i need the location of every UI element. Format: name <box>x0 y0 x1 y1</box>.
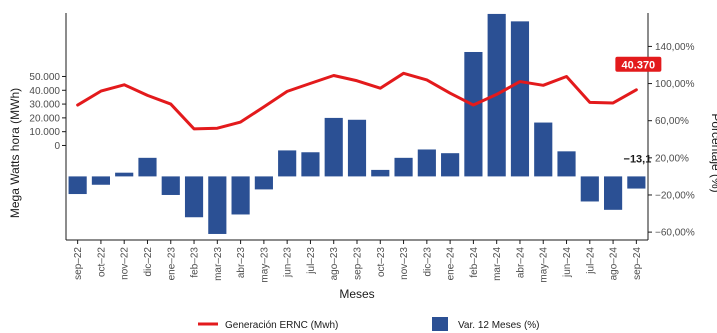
bar <box>278 150 297 177</box>
bar <box>138 157 157 177</box>
bar <box>208 176 227 234</box>
x-tick-label: jul–23 <box>306 247 317 275</box>
left-tick-label: 10.000 <box>29 127 60 138</box>
x-tick-label: ago–23 <box>329 247 340 281</box>
x-tick-label: mar–24 <box>492 247 503 281</box>
x-tick-label: dic–22 <box>143 247 154 277</box>
legend-bar-swatch <box>432 317 448 331</box>
x-tick-label: jun–24 <box>562 247 573 278</box>
left-tick-label: 0 <box>54 141 60 152</box>
bar <box>161 176 180 195</box>
bar-series <box>68 13 646 234</box>
bar <box>557 151 576 177</box>
last-line-value-label: 40.370 <box>622 59 656 71</box>
annotations: 40.370 −13,1 <box>615 56 662 166</box>
x-tick-label: sep–22 <box>73 247 84 280</box>
bar <box>417 149 436 177</box>
left-tick-label: 30.000 <box>29 100 60 111</box>
bar <box>464 51 483 177</box>
x-tick-label: may–23 <box>259 247 270 283</box>
bar <box>68 176 87 195</box>
bar <box>627 176 646 189</box>
right-tick-label: 20,00% <box>655 153 689 164</box>
right-tick-label: −60,00% <box>655 228 695 239</box>
x-tick-label: sep–23 <box>353 247 364 280</box>
right-tick-label: 100,00% <box>655 79 695 90</box>
bar <box>254 176 273 190</box>
bar <box>301 152 320 177</box>
bar <box>510 21 530 177</box>
right-axis: −60,00% −20,00% 20,00% 60,00% 100,00% 140,00% <box>648 42 695 239</box>
x-tick-label: oct–22 <box>96 247 107 277</box>
left-tick-label: 40.000 <box>29 86 60 97</box>
bar <box>534 122 553 177</box>
line-series <box>76 71 638 131</box>
x-tick-label: feb–24 <box>469 247 480 278</box>
right-tick-label: 140,00% <box>655 42 695 53</box>
left-axis: 0 10.000 20.000 30.000 40.000 50.000 <box>29 72 66 152</box>
bar <box>324 117 343 177</box>
bar <box>441 153 460 177</box>
bar <box>184 176 204 218</box>
last-line-value-badge <box>615 56 662 72</box>
bar <box>371 169 390 177</box>
x-axis-title: Meses <box>339 287 374 301</box>
y-axis-left-title: Mega Watts hora (MWh) <box>8 88 22 218</box>
bar <box>394 157 413 177</box>
x-tick-label: oct–23 <box>376 247 387 277</box>
x-tick-label: dic–23 <box>422 247 433 277</box>
legend-bar-label: Var. 12 Meses (%) <box>458 320 540 331</box>
x-tick-label: ago–24 <box>609 247 620 281</box>
x-tick-label: jul–24 <box>585 247 596 275</box>
x-tick-label: abr–24 <box>515 247 526 279</box>
bar <box>347 119 367 177</box>
left-tick-label: 50.000 <box>29 72 60 83</box>
x-tick-label: feb–23 <box>190 247 201 278</box>
legend: Generación ERNC (Mwh) Var. 12 Meses (%) <box>198 317 540 331</box>
bar <box>115 172 134 177</box>
right-tick-label: −20,00% <box>655 190 695 201</box>
bar <box>580 176 599 202</box>
left-tick-label: 20.000 <box>29 113 60 124</box>
right-tick-label: 60,00% <box>655 116 689 127</box>
legend-line-label: Generación ERNC (Mwh) <box>225 320 338 331</box>
x-tick-label: nov–23 <box>399 247 410 280</box>
x-tick-label: ene–24 <box>446 247 457 281</box>
bar <box>231 176 250 215</box>
x-tick-label: abr–23 <box>236 247 247 279</box>
x-tick-label: nov–22 <box>120 247 131 280</box>
x-axis: sep–22 oct–22 nov–22 dic–22 ene–23 feb–23 mar–… <box>73 240 643 283</box>
x-tick-label: jun–23 <box>283 247 294 278</box>
x-tick-label: sep–24 <box>632 247 643 280</box>
last-bar-value-label: −13,1 <box>624 154 652 166</box>
x-tick-label: ene–23 <box>166 247 177 281</box>
bar <box>91 176 110 185</box>
x-tick-label: mar–23 <box>213 247 224 281</box>
x-tick-label: may–24 <box>539 247 550 283</box>
bar <box>604 176 623 210</box>
y-axis-right-title: Porcentaje (%) <box>709 113 717 192</box>
